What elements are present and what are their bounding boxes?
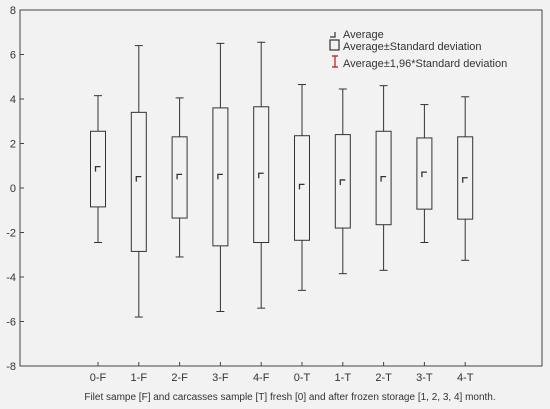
y-tick-label: -2 — [6, 228, 16, 240]
box-group — [375, 85, 392, 271]
mean-marker — [380, 175, 387, 182]
mean-marker — [217, 173, 223, 180]
y-tick-label: 2 — [10, 139, 16, 151]
box-group — [253, 41, 270, 309]
sd-box — [253, 106, 270, 244]
y-axis: -8 -6 -4 -2 0 2 4 6 8 — [6, 5, 24, 373]
box-group — [334, 88, 351, 275]
mean-marker — [339, 179, 346, 185]
legend-sd-text: Average±Standard deviation — [343, 41, 482, 53]
x-tick-label: 1-T — [335, 372, 352, 384]
x-tick-label: 2-F — [171, 372, 188, 384]
y-tick-label: 8 — [10, 5, 16, 17]
box-group — [416, 104, 433, 244]
legend-average-text: Average — [343, 29, 384, 41]
x-tick-label: 4-T — [457, 372, 474, 384]
x-tick-label: 3-F — [212, 372, 229, 384]
mean-marker — [135, 175, 142, 182]
x-tick-label: 1-F — [131, 372, 148, 384]
sd-box — [212, 107, 229, 247]
x-tick-label: 3-T — [416, 372, 433, 384]
box-group — [212, 42, 229, 312]
sd-box — [294, 135, 310, 241]
mean-marker — [298, 183, 305, 190]
box-group — [294, 84, 310, 291]
y-tick-label: 6 — [10, 50, 16, 62]
box-group — [457, 96, 474, 261]
mean-marker — [421, 171, 427, 178]
sd-box — [130, 111, 147, 252]
x-axis-title: Filet sampe [F] and carcasses sample [T]… — [84, 392, 495, 403]
sd-box — [334, 134, 351, 229]
mean-marker — [94, 165, 101, 172]
y-tick-label: -4 — [6, 272, 16, 284]
x-tick-label: 2-T — [375, 372, 392, 384]
sd-box — [375, 130, 392, 226]
sd-box — [457, 136, 474, 220]
sd-box — [90, 130, 106, 208]
x-axis: 0-F 1-F 2-F 3-F 4-F 0-T 1-T 2-T 3-T 4-T — [90, 362, 474, 384]
mean-marker — [258, 172, 264, 179]
legend-ci-text: Average±1,96*Standard deviation — [343, 58, 507, 70]
legend: Average Average±Standard deviation Avera… — [329, 29, 507, 70]
legend-sd-box — [329, 39, 340, 51]
mean-marker — [462, 177, 468, 183]
mean-marker — [176, 173, 183, 180]
y-tick-label: -6 — [6, 317, 16, 329]
sd-box — [416, 137, 433, 210]
y-tick-label: 4 — [10, 94, 16, 106]
x-tick-label: 0-T — [294, 372, 311, 384]
sd-box — [171, 136, 188, 219]
y-tick-label: -8 — [6, 361, 16, 373]
legend-average-marker — [330, 32, 336, 38]
x-tick-label: 0-F — [90, 372, 107, 384]
box-group — [90, 95, 106, 244]
y-tick-label: 0 — [10, 183, 16, 195]
x-tick-label: 4-F — [253, 372, 270, 384]
box-group — [171, 97, 188, 258]
boxes — [90, 41, 474, 318]
box-group — [130, 45, 147, 318]
legend-ci-marker — [332, 55, 338, 68]
